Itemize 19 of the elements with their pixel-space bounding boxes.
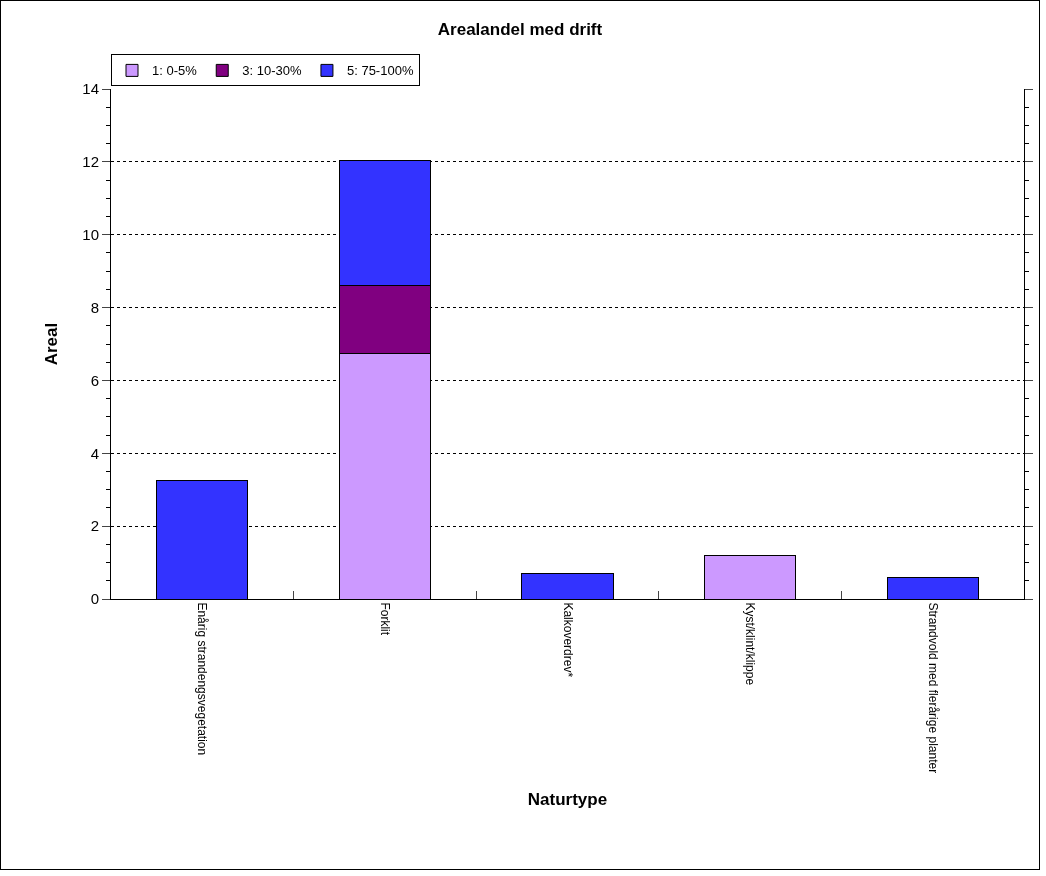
x-tick-label: Strandvold med flerårige planter bbox=[925, 602, 940, 774]
legend-label: 5: 75-100% bbox=[346, 63, 414, 79]
y-tick-label: 10 bbox=[82, 225, 99, 243]
y-tick-label: 4 bbox=[90, 444, 99, 462]
legend-label: 3: 10-30% bbox=[242, 63, 302, 79]
y-tick-label: 0 bbox=[90, 590, 99, 608]
x-tick-label: Kalkoverdrev* bbox=[560, 602, 575, 678]
chart-title: Arealandel med drift bbox=[437, 19, 603, 39]
x-axis-title: Naturtype bbox=[527, 789, 608, 809]
y-tick-label: 8 bbox=[90, 298, 99, 316]
legend-label: 1: 0-5% bbox=[152, 63, 198, 79]
y-axis-title: Areal bbox=[41, 322, 61, 366]
x-tick-label: Forklit bbox=[378, 602, 392, 636]
y-tick-label: 6 bbox=[90, 371, 99, 389]
y-tick-label: 12 bbox=[82, 153, 99, 171]
y-tick-label: 2 bbox=[90, 517, 99, 535]
x-tick-label: Enårig strandengsvegetation bbox=[195, 602, 210, 756]
x-tick-label: Kyst/klint/klippe bbox=[743, 602, 758, 686]
y-tick-label: 14 bbox=[82, 80, 99, 98]
